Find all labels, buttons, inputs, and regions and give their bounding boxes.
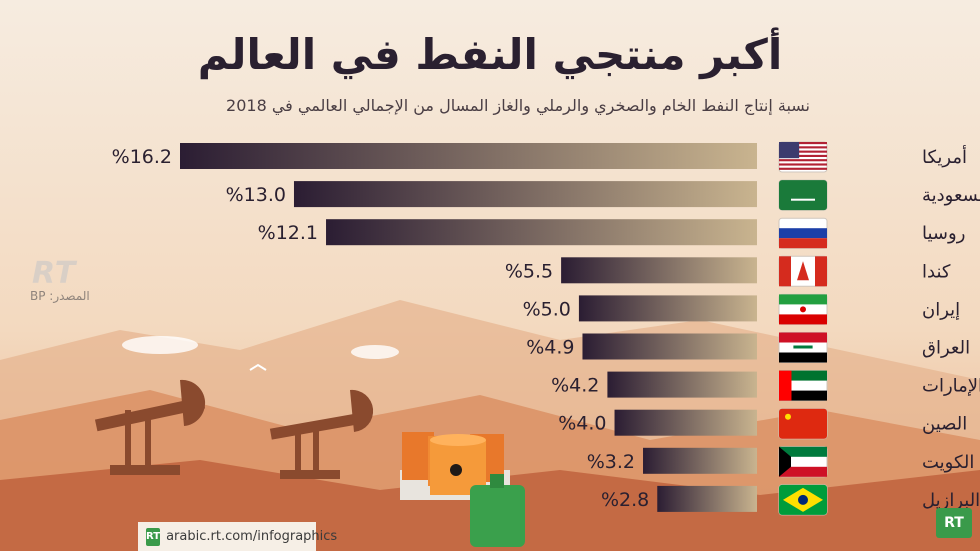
- category-label: العراق: [922, 338, 970, 359]
- oil-pump-icon: [94, 379, 206, 475]
- category-label: كندا: [922, 261, 951, 282]
- page-title: أكبر منتجي النفط في العالم: [197, 30, 783, 79]
- bar-value-label: %2.8: [601, 489, 649, 511]
- category-label: الكويت: [922, 452, 974, 473]
- source-note: المصدر: BP: [30, 289, 90, 303]
- category-label: السعودية: [922, 185, 980, 206]
- bar-value-label: %5.0: [523, 298, 571, 320]
- bird-icon: [249, 363, 267, 371]
- iran-flag-icon: [778, 293, 828, 325]
- page-subtitle: نسبة إنتاج النفط الخام والصخري والرملي و…: [226, 96, 810, 115]
- bar-value-label: %4.0: [558, 413, 606, 435]
- kuwait-flag-icon: [778, 446, 828, 478]
- bar-value-label: %3.2: [587, 451, 635, 473]
- bar-value-label: %5.5: [505, 260, 553, 282]
- category-label: الصين: [922, 414, 967, 435]
- brazil-flag-icon: [778, 484, 828, 516]
- uae-flag-icon: [778, 370, 828, 402]
- bar: [643, 447, 757, 474]
- bar-value-label: %4.9: [526, 337, 574, 359]
- bar-value-label: %13.0: [226, 184, 286, 206]
- rt-watermark: RT: [32, 256, 77, 291]
- rt-corner-logo: RT: [936, 508, 972, 538]
- oil-pump-icon: [269, 389, 374, 479]
- china-flag-icon: [778, 408, 828, 440]
- bar-value-label: %12.1: [258, 222, 318, 244]
- footer-url[interactable]: arabic.rt.com/infographics: [166, 529, 338, 544]
- category-label: إيران: [922, 299, 960, 320]
- canada-flag-icon: [778, 255, 828, 287]
- bar-value-label: %16.2: [112, 146, 172, 168]
- bar: [578, 295, 757, 322]
- us-flag-icon: [778, 141, 828, 173]
- bar-value-label: %4.2: [551, 375, 599, 397]
- bar: [614, 409, 757, 436]
- bar: [326, 219, 757, 246]
- russia-flag-icon: [778, 217, 828, 249]
- bar: [657, 485, 757, 512]
- bar: [582, 333, 757, 360]
- category-label: روسيا: [922, 223, 965, 244]
- bar: [180, 143, 757, 169]
- jerrycan-icon: [470, 474, 525, 547]
- saudi-flag-icon: [778, 179, 828, 211]
- bar: [561, 257, 757, 284]
- iraq-flag-icon: [778, 332, 828, 363]
- rt-logo-icon: RT: [146, 527, 161, 546]
- category-label: الإمارات: [922, 376, 980, 397]
- category-label: البرازيل: [922, 490, 980, 511]
- category-label: أمريكا: [922, 145, 967, 168]
- bar: [607, 371, 757, 398]
- footer-bar: RT arabic.rt.com/infographics: [138, 522, 337, 551]
- bar: [293, 181, 757, 208]
